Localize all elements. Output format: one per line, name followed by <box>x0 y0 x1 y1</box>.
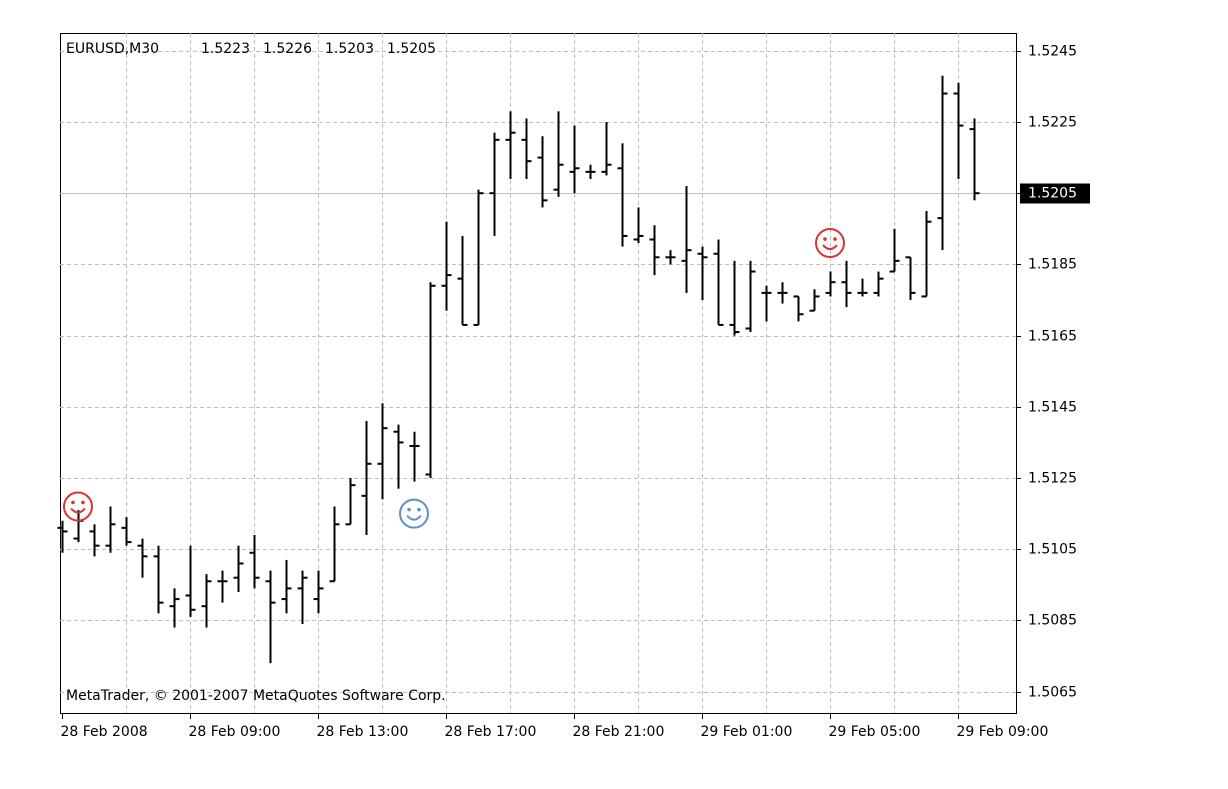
y-tick-label: 1.5145 <box>1028 400 1077 416</box>
x-tick-label: 28 Feb 13:00 <box>317 724 409 740</box>
signal-mouth <box>822 244 838 251</box>
signal-eye <box>417 507 421 512</box>
price-label-box <box>1020 183 1090 204</box>
x-tick-label: 28 Feb 21:00 <box>573 724 665 740</box>
plot-frame <box>60 33 1017 714</box>
signal-eye <box>407 507 411 512</box>
signal-eye <box>833 237 837 241</box>
y-tick-label: 1.5125 <box>1028 471 1077 487</box>
signal-eye <box>823 237 827 241</box>
y-tick-label: 1.5065 <box>1028 685 1077 701</box>
signal-eye <box>71 500 75 505</box>
y-tick-label: 1.5245 <box>1028 44 1077 60</box>
y-tick-label: 1.5185 <box>1028 257 1077 273</box>
last-open: 1.5223 <box>201 41 250 57</box>
signal-eye <box>81 500 85 505</box>
y-tick-label: 1.5105 <box>1028 542 1077 558</box>
y-tick-label: 1.5085 <box>1028 613 1077 629</box>
last-low: 1.5203 <box>325 41 374 57</box>
x-tick-label: 29 Feb 05:00 <box>829 724 921 740</box>
chart-title: EURUSD,M30 <box>66 41 159 57</box>
signal-face <box>399 498 429 529</box>
last-high: 1.5226 <box>263 41 312 57</box>
signal-icon <box>63 491 93 522</box>
signal-face <box>815 228 845 259</box>
signal-face <box>63 491 93 522</box>
x-tick-label: 28 Feb 2008 <box>61 724 148 740</box>
y-tick-label: 1.5225 <box>1028 115 1077 131</box>
y-tick-label: 1.5165 <box>1028 329 1077 345</box>
x-tick-label: 29 Feb 01:00 <box>701 724 793 740</box>
signal-mouth <box>406 514 422 521</box>
x-tick-label: 28 Feb 09:00 <box>189 724 281 740</box>
last-close: 1.5205 <box>387 41 436 57</box>
signal-icon <box>815 228 845 259</box>
signal-mouth <box>70 507 86 514</box>
price-label: 1.5205 <box>1028 186 1077 202</box>
copyright: MetaTrader, © 2001-2007 MetaQuotes Softw… <box>66 688 446 704</box>
x-tick-label: 29 Feb 09:00 <box>957 724 1049 740</box>
signal-icon <box>399 498 429 529</box>
x-tick-label: 28 Feb 17:00 <box>445 724 537 740</box>
